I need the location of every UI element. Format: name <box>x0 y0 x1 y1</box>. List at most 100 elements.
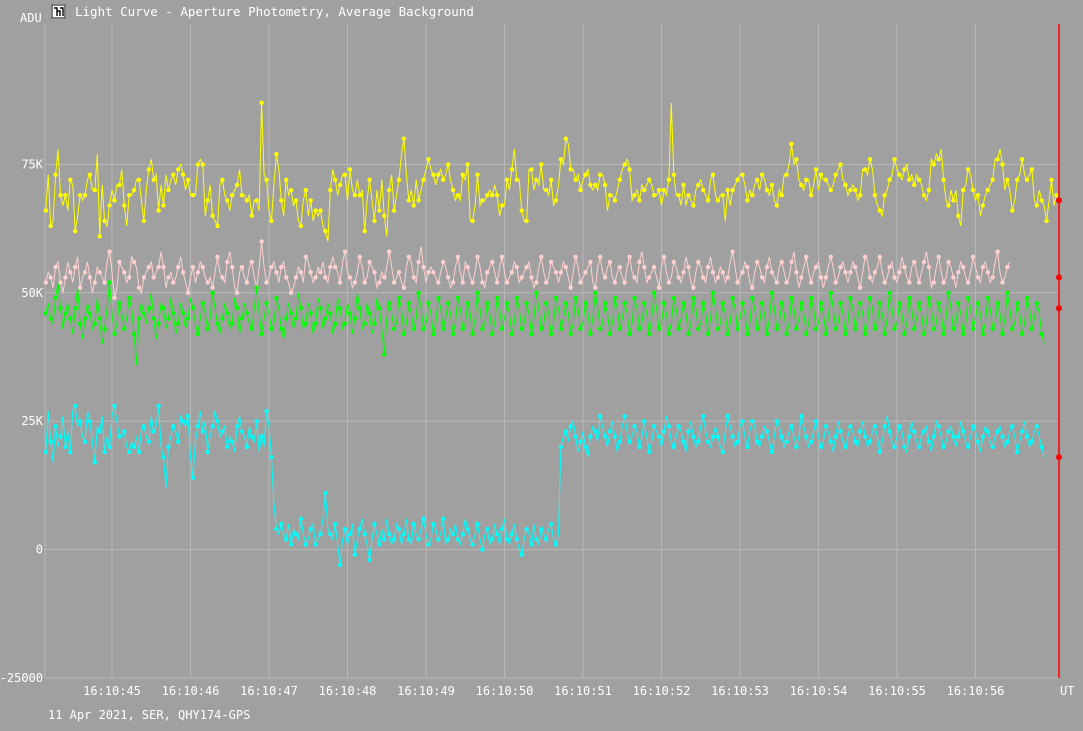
data-point <box>686 264 691 270</box>
data-point <box>912 326 917 331</box>
data-point <box>759 300 765 306</box>
data-point <box>862 331 868 337</box>
data-point <box>485 300 490 306</box>
data-point <box>308 198 313 203</box>
data-point <box>990 275 995 280</box>
data-point <box>264 177 269 182</box>
data-point <box>755 326 760 331</box>
data-point <box>563 429 568 434</box>
data-point <box>828 254 833 259</box>
data-point <box>602 182 608 188</box>
data-point <box>931 434 936 439</box>
axes: -25000 0 25K 50K 75K 16:10:45 16:10:46 16:10:47… <box>0 24 1004 698</box>
data-point <box>764 264 770 270</box>
data-point <box>843 331 848 337</box>
data-point <box>342 526 348 532</box>
data-point <box>593 290 598 295</box>
data-point <box>990 444 995 450</box>
data-point <box>666 177 672 182</box>
window-title: Light Curve - Aperture Photometry, Avera… <box>75 4 474 19</box>
data-point <box>122 203 127 208</box>
data-point <box>573 177 578 182</box>
data-point <box>602 300 608 306</box>
data-point <box>396 526 402 532</box>
data-point <box>176 321 181 326</box>
data-point <box>843 182 848 188</box>
data-point <box>588 331 593 337</box>
data-point <box>406 198 411 203</box>
data-point <box>131 444 137 450</box>
data-point <box>980 264 986 270</box>
data-point <box>872 193 878 198</box>
data-point <box>617 264 622 270</box>
data-point <box>882 193 887 198</box>
data-point <box>441 177 446 182</box>
data-point <box>558 157 564 162</box>
data-point <box>965 444 971 450</box>
data-point <box>102 280 107 285</box>
data-point <box>195 331 201 337</box>
data-point <box>480 326 485 331</box>
data-point <box>58 306 63 311</box>
data-point <box>465 162 470 167</box>
data-point <box>602 275 608 280</box>
data-point <box>715 326 721 331</box>
data-point <box>661 254 667 259</box>
data-point <box>808 439 814 444</box>
data-point <box>411 326 416 331</box>
data-point <box>406 300 411 306</box>
data-point <box>794 270 799 275</box>
data-point <box>696 326 701 331</box>
data-point <box>632 193 637 198</box>
data-point <box>87 172 93 177</box>
data-point <box>916 280 922 285</box>
data-point <box>357 526 362 532</box>
data-point <box>288 311 294 316</box>
data-point <box>141 424 147 429</box>
data-point <box>367 177 372 182</box>
data-point <box>858 300 863 306</box>
data-point <box>303 321 308 326</box>
data-point <box>926 439 932 444</box>
data-point <box>244 444 250 450</box>
data-point <box>362 229 367 234</box>
data-point <box>720 300 725 306</box>
time-cursor[interactable] <box>1056 24 1062 678</box>
data-point <box>333 321 338 326</box>
data-point <box>470 218 475 224</box>
data-point <box>441 259 446 265</box>
data-point <box>681 439 686 444</box>
x-axis-unit-label: UT <box>1060 684 1074 698</box>
data-point <box>666 280 672 285</box>
data-point <box>190 264 196 270</box>
data-point <box>264 280 269 285</box>
data-point <box>436 280 441 285</box>
data-point <box>872 326 878 331</box>
data-point <box>534 177 539 182</box>
data-point <box>892 326 897 331</box>
data-point <box>593 429 598 434</box>
data-point <box>239 316 245 321</box>
data-point <box>499 326 505 331</box>
data-point <box>460 280 465 285</box>
data-point <box>176 439 181 444</box>
data-point <box>887 264 892 270</box>
data-point <box>686 193 691 198</box>
data-point <box>377 280 382 285</box>
data-point <box>391 537 397 542</box>
light-curve-app-icon[interactable] <box>51 4 66 19</box>
data-point <box>171 311 176 316</box>
data-point <box>804 177 809 182</box>
data-point <box>58 193 63 198</box>
data-point <box>328 532 333 537</box>
data-point <box>539 526 544 532</box>
data-point <box>504 537 510 542</box>
data-point <box>598 326 603 331</box>
data-point <box>691 434 696 439</box>
data-point <box>1019 429 1025 434</box>
data-point <box>411 521 416 527</box>
data-point <box>720 193 725 198</box>
data-point <box>583 300 588 306</box>
data-point <box>995 300 1000 306</box>
